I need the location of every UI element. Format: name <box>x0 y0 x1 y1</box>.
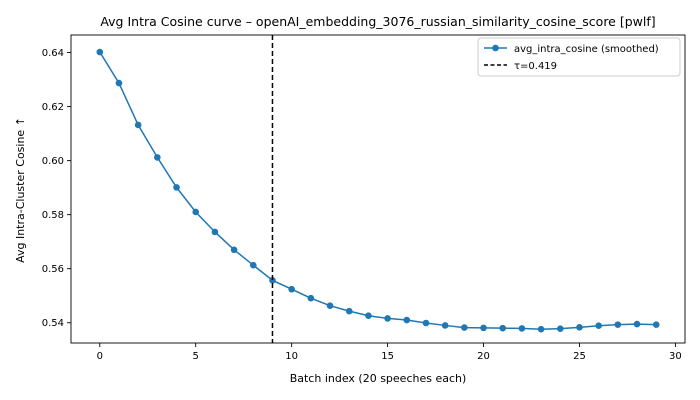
legend-series-label: avg_intra_cosine (smoothed) <box>514 44 659 55</box>
x-tick-label: 15 <box>381 351 394 362</box>
data-point <box>211 228 219 236</box>
x-tick-label: 0 <box>97 351 103 362</box>
legend-box <box>477 37 681 77</box>
data-point <box>365 312 372 320</box>
data-point <box>230 246 238 254</box>
chart-title: Avg Intra Cosine curve – openAI_embeddin… <box>100 14 655 29</box>
data-point <box>595 322 602 330</box>
x-axis-label: Batch index (20 speeches each) <box>290 372 467 385</box>
data-point <box>403 316 411 324</box>
data-point <box>480 324 487 332</box>
y-tick-label: 0.56 <box>42 264 64 275</box>
x-tick-label: 10 <box>285 351 298 362</box>
data-point <box>556 325 564 332</box>
data-point <box>115 79 123 87</box>
data-point <box>173 184 180 191</box>
data-point <box>154 154 161 161</box>
y-axis-label: Avg Intra-Cluster Cosine ↑ <box>14 117 27 263</box>
plot-frame <box>70 34 686 344</box>
data-point <box>307 294 315 302</box>
y-tick-label: 0.54 <box>42 318 64 329</box>
series-line <box>99 51 657 330</box>
legend-series-marker <box>492 44 499 52</box>
x-tick-label: 5 <box>193 351 199 362</box>
data-point <box>192 208 200 216</box>
data-point <box>461 324 468 331</box>
legend: avg_intra_cosine (smoothed) τ=0.419 <box>477 37 681 77</box>
data-point <box>614 321 622 328</box>
data-point <box>96 48 104 56</box>
data-point <box>499 324 507 332</box>
data-point <box>288 285 295 293</box>
data-point <box>384 315 391 322</box>
data-point <box>345 307 353 315</box>
data-point <box>633 320 641 328</box>
y-tick-label: 0.62 <box>42 102 64 113</box>
data-point <box>537 325 545 333</box>
plot-area: 0 5 10 15 20 25 30 0.54 0.56 0.58 0.60 0.62 0.64 <box>42 34 686 362</box>
legend-threshold-label: τ=0.419 <box>514 61 557 72</box>
y-tick-label: 0.60 <box>42 156 64 167</box>
data-point <box>249 261 257 269</box>
x-tick-label: 25 <box>573 351 586 362</box>
x-tick-label: 30 <box>669 351 682 362</box>
data-point <box>422 319 430 327</box>
data-point <box>576 324 583 331</box>
data-point <box>134 121 142 129</box>
data-point <box>441 322 449 329</box>
y-tick-label: 0.64 <box>42 48 64 59</box>
data-point <box>269 277 276 284</box>
data-point <box>652 321 660 328</box>
data-point <box>518 325 526 332</box>
y-tick-label: 0.58 <box>42 210 64 221</box>
data-point <box>326 302 334 310</box>
x-tick-label: 20 <box>477 351 490 362</box>
